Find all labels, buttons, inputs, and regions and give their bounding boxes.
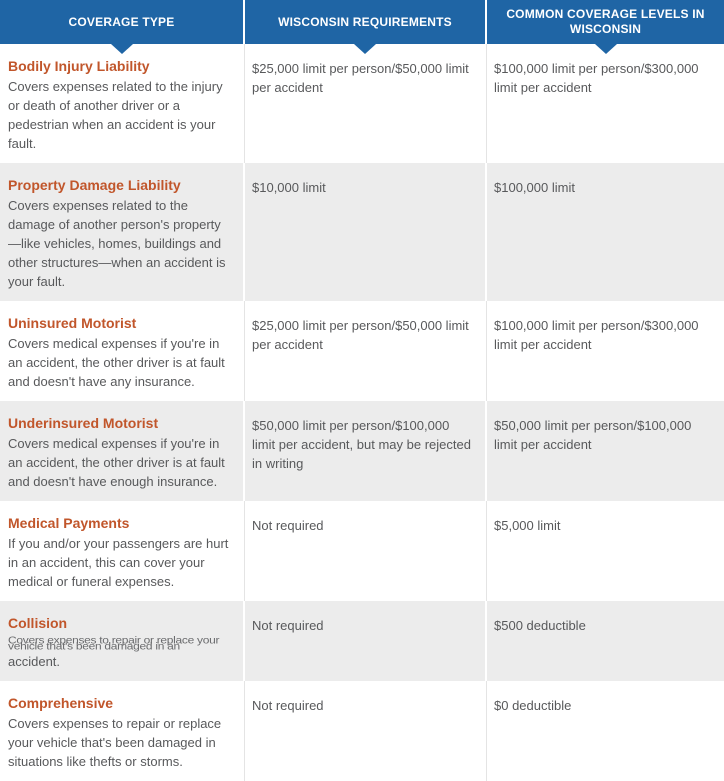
header-arrow-icon <box>354 44 376 54</box>
table-row: Bodily Injury Liability Covers expenses … <box>0 44 724 163</box>
coverage-title: Property Damage Liability <box>8 177 181 193</box>
coverage-description: Covers medical expenses if you're in an … <box>8 336 225 389</box>
coverage-description: Covers expenses related to the damage of… <box>8 198 226 289</box>
common-coverage-level-cell: $100,000 limit per person/$300,000 limit… <box>486 301 724 401</box>
coverage-type-cell: Medical Payments If you and/or your pass… <box>0 501 243 601</box>
common-coverage-level-cell: $100,000 limit <box>487 163 724 301</box>
header-common-coverage-levels-label: COMMON COVERAGE LEVELS IN WISCONSIN <box>506 7 705 36</box>
coverage-type-cell: Underinsured Motorist Covers medical exp… <box>0 401 243 501</box>
coverage-type-cell: Collision Covers expenses to repair or r… <box>0 601 243 681</box>
wisconsin-requirement-cell: Not required <box>245 601 485 681</box>
header-arrow-icon <box>594 44 617 54</box>
coverage-title: Uninsured Motorist <box>8 315 137 331</box>
wisconsin-requirement-cell: $25,000 limit per person/$50,000 limit p… <box>244 301 485 401</box>
common-coverage-level-cell: $100,000 limit per person/$300,000 limit… <box>486 44 724 163</box>
coverage-type-cell: Property Damage Liability Covers expense… <box>0 163 243 301</box>
table-body: Bodily Injury Liability Covers expenses … <box>0 44 724 781</box>
common-coverage-level-cell: $0 deductible <box>486 681 724 781</box>
coverage-title: Underinsured Motorist <box>8 415 159 431</box>
table-row: Property Damage Liability Covers expense… <box>0 163 724 301</box>
coverage-type-cell: Bodily Injury Liability Covers expenses … <box>0 44 243 163</box>
common-coverage-level-cell: $500 deductible <box>487 601 724 681</box>
table-row: Underinsured Motorist Covers medical exp… <box>0 401 724 501</box>
header-common-coverage-levels: COMMON COVERAGE LEVELS IN WISCONSIN <box>487 0 724 54</box>
header-arrow-icon <box>110 44 133 54</box>
wisconsin-requirement-cell: Not required <box>244 501 485 601</box>
coverage-description: If you and/or your passengers are hurt i… <box>8 536 229 589</box>
coverage-title: Comprehensive <box>8 695 114 711</box>
header-coverage-type-label: COVERAGE TYPE <box>68 14 175 29</box>
table-row: Comprehensive Covers expenses to repair … <box>0 681 724 781</box>
table-row: Medical Payments If you and/or your pass… <box>0 501 724 601</box>
wisconsin-requirement-cell: $50,000 limit per person/$100,000 limit … <box>245 401 485 501</box>
common-coverage-level-cell: $5,000 limit <box>486 501 724 601</box>
common-coverage-level-cell: $50,000 limit per person/$100,000 limit … <box>487 401 724 501</box>
coverage-description: Covers expenses to repair or replace you… <box>8 716 222 769</box>
coverage-type-cell: Uninsured Motorist Covers medical expens… <box>0 301 243 401</box>
header-wisconsin-requirements: WISCONSIN REQUIREMENTS <box>245 0 485 54</box>
coverage-title: Bodily Injury Liability <box>8 58 150 74</box>
table-header-row: COVERAGE TYPE WISCONSIN REQUIREMENTS COM… <box>0 0 724 54</box>
header-wisconsin-requirements-label: WISCONSIN REQUIREMENTS <box>278 14 452 29</box>
wisconsin-requirement-cell: $10,000 limit <box>245 163 485 301</box>
coverage-title: Collision <box>8 615 68 631</box>
coverage-type-cell: Comprehensive Covers expenses to repair … <box>0 681 243 781</box>
wisconsin-requirement-cell: Not required <box>244 681 485 781</box>
coverage-description: accident. <box>8 654 61 669</box>
coverage-title: Medical Payments <box>8 515 130 531</box>
wisconsin-requirement-cell: $25,000 limit per person/$50,000 limit p… <box>244 44 485 163</box>
table-row: Collision Covers expenses to repair or r… <box>0 601 724 681</box>
coverage-description: Covers medical expenses if you're in an … <box>8 436 225 489</box>
table-row: Uninsured Motorist Covers medical expens… <box>0 301 724 401</box>
coverage-description-glitched: Covers expenses to repair or replace you… <box>8 634 220 652</box>
coverage-description: Covers expenses related to the injury or… <box>8 79 223 151</box>
header-coverage-type: COVERAGE TYPE <box>0 0 243 54</box>
